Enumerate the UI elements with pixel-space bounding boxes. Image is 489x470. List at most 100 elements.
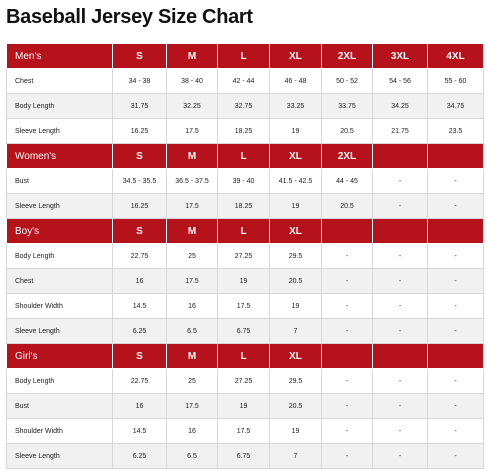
size-header-cell: XL — [269, 143, 322, 169]
measurement-value: 18.25 — [217, 118, 270, 144]
measurement-value: - — [372, 393, 428, 419]
measurement-value: 22.75 — [112, 368, 167, 394]
table-row: Shoulder Width 14.5 16 17.5 19- - - — [6, 418, 484, 444]
measurement-value: 14.5 — [112, 293, 167, 319]
size-header-cell: S — [112, 343, 167, 369]
measurement-value: 6.75 — [217, 318, 270, 344]
table-row: Sleeve Length 16.25 17.5 18.25 19 20.5 21.75 23… — [6, 118, 484, 144]
measurement-value: - — [372, 168, 428, 194]
measurement-value: - — [427, 243, 484, 269]
size-header-cell — [372, 218, 428, 244]
measurement-value: - — [427, 293, 484, 319]
measurement-value: 7 — [269, 318, 322, 344]
measurement-value: 34.75 — [427, 93, 484, 119]
measurement-value: - — [372, 418, 428, 444]
measurement-value: 44 - 45 — [321, 168, 373, 194]
measurement-label: Body Length — [6, 243, 113, 269]
measurement-label: Body Length — [6, 368, 113, 394]
table-row: Sleeve Length 6.25 6.5 6.75 7- - - — [6, 318, 484, 344]
measurement-value: - — [321, 443, 373, 469]
measurement-value: 55 - 60 — [427, 68, 484, 94]
measurement-value: 17.5 — [217, 293, 270, 319]
measurement-value: - — [427, 418, 484, 444]
measurement-value: 42 - 44 — [217, 68, 270, 94]
measurement-value: 19 — [269, 418, 322, 444]
measurement-value: 25 — [166, 368, 218, 394]
measurement-value: 32.25 — [166, 93, 218, 119]
section-name: Girl's — [6, 343, 113, 369]
measurement-value: 20.5 — [321, 193, 373, 219]
measurement-value: 19 — [217, 393, 270, 419]
measurement-value: - — [372, 368, 428, 394]
measurement-value: 36.5 - 37.5 — [166, 168, 218, 194]
measurement-value: 38 - 40 — [166, 68, 218, 94]
section-header-row: Men's S M L XL 2XL 3XL 4XL — [6, 43, 484, 69]
measurement-value: - — [372, 293, 428, 319]
measurement-value: 33.75 — [321, 93, 373, 119]
size-header-cell — [427, 218, 484, 244]
measurement-value: - — [321, 368, 373, 394]
measurement-value: - — [372, 318, 428, 344]
size-header-cell: L — [217, 343, 270, 369]
measurement-value: 20.5 — [269, 393, 322, 419]
measurement-label: Shoulder Width — [6, 293, 113, 319]
measurement-label: Body Length — [6, 93, 113, 119]
measurement-value: 41.5 - 42.5 — [269, 168, 322, 194]
size-header-cell: 2XL — [321, 143, 373, 169]
measurement-label: Sleeve Length — [6, 193, 113, 219]
measurement-label: Sleeve Length — [6, 118, 113, 144]
section-name: Men's — [6, 43, 113, 69]
measurement-value: - — [321, 418, 373, 444]
measurement-value: 54 - 56 — [372, 68, 428, 94]
measurement-value: - — [372, 443, 428, 469]
size-header-cell: M — [166, 343, 218, 369]
measurement-label: Chest — [6, 268, 113, 294]
measurement-value: 14.5 — [112, 418, 167, 444]
measurement-value: 19 — [269, 293, 322, 319]
measurement-value: 46 - 48 — [269, 68, 322, 94]
measurement-value: - — [321, 393, 373, 419]
size-header-cell: L — [217, 218, 270, 244]
measurement-value: 6.5 — [166, 318, 218, 344]
measurement-label: Sleeve Length — [6, 443, 113, 469]
measurement-value: 39 - 40 — [217, 168, 270, 194]
measurement-value: 17.5 — [166, 268, 218, 294]
page-title: Baseball Jersey Size Chart — [6, 6, 253, 28]
measurement-label: Chest — [6, 68, 113, 94]
measurement-value: 16 — [112, 268, 167, 294]
measurement-value: 20.5 — [321, 118, 373, 144]
measurement-label: Bust — [6, 393, 113, 419]
measurement-value: 27.25 — [217, 243, 270, 269]
measurement-value: 6.25 — [112, 443, 167, 469]
size-header-cell: XL — [269, 218, 322, 244]
measurement-value: 16 — [112, 393, 167, 419]
size-header-cell: S — [112, 143, 167, 169]
size-header-cell: XL — [269, 343, 322, 369]
measurement-value: 29.5 — [269, 368, 322, 394]
measurement-value: 19 — [217, 268, 270, 294]
size-header-cell — [372, 343, 428, 369]
measurement-value: 27.25 — [217, 368, 270, 394]
size-header-cell: S — [112, 218, 167, 244]
measurement-value: 6.5 — [166, 443, 218, 469]
measurement-value: - — [427, 193, 484, 219]
measurement-value: 34 - 38 — [112, 68, 167, 94]
measurement-value: 16 — [166, 293, 218, 319]
table-row: Body Length 31.75 32.25 32.75 33.25 33.75 34.2… — [6, 93, 484, 119]
size-header-cell — [321, 343, 373, 369]
measurement-value: 16 — [166, 418, 218, 444]
measurement-value: 23.5 — [427, 118, 484, 144]
size-header-cell — [427, 343, 484, 369]
measurement-value: 7 — [269, 443, 322, 469]
size-header-cell: 2XL — [321, 43, 373, 69]
section-header-row: Girl's S M L XL — [6, 343, 484, 369]
measurement-value: - — [321, 243, 373, 269]
table-row: Chest 16 17.5 19 20.5- - - — [6, 268, 484, 294]
size-header-cell — [321, 218, 373, 244]
size-header-cell: L — [217, 43, 270, 69]
measurement-value: 16.25 — [112, 193, 167, 219]
table-row: Sleeve Length 16.25 17.5 18.25 19 20.5- - — [6, 193, 484, 219]
measurement-value: 17.5 — [166, 393, 218, 419]
size-header-cell — [372, 143, 428, 169]
measurement-value: 16.25 — [112, 118, 167, 144]
